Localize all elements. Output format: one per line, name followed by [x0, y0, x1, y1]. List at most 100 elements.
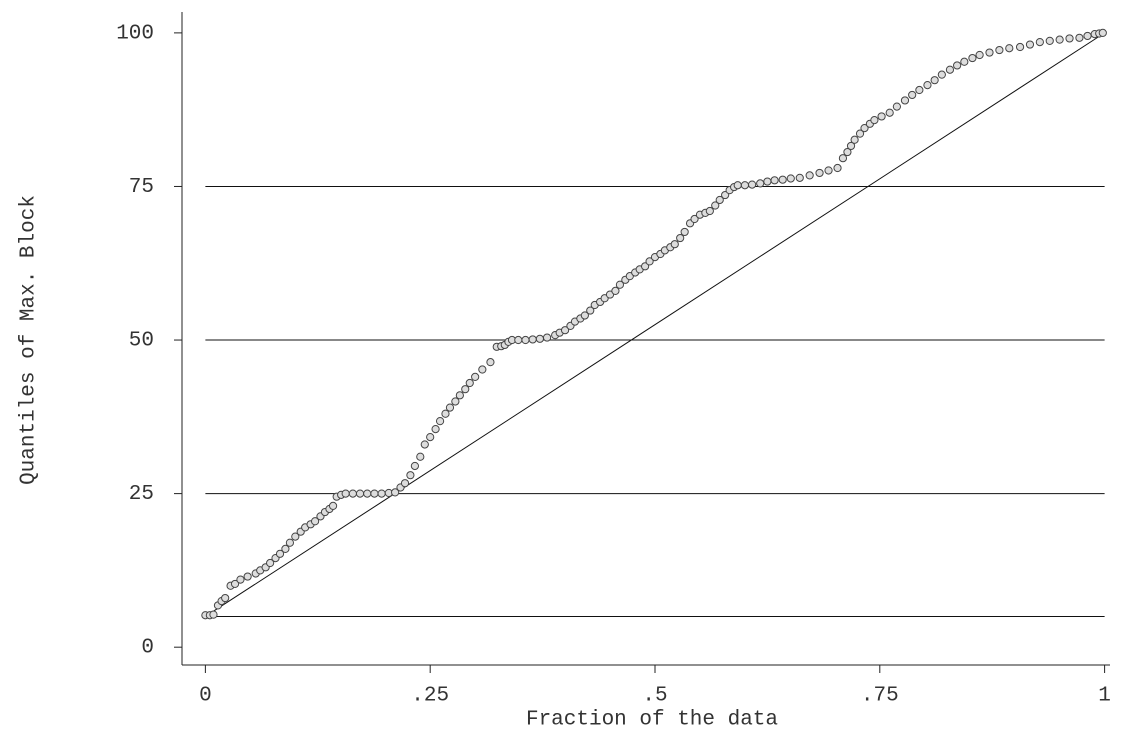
point [721, 190, 730, 200]
point [377, 489, 386, 498]
point [281, 544, 290, 553]
point [960, 57, 969, 66]
point [478, 365, 487, 374]
point [221, 593, 230, 603]
point [348, 489, 357, 498]
point [580, 311, 589, 320]
point [953, 61, 962, 70]
point [945, 65, 955, 74]
point [877, 112, 886, 121]
point [838, 154, 848, 163]
point [995, 45, 1004, 55]
point [748, 180, 757, 189]
point [471, 372, 480, 381]
x-axis-title: Fraction of the data [526, 709, 778, 732]
y-tick-label: 100 [116, 22, 154, 45]
point [892, 102, 901, 111]
point [870, 116, 879, 125]
x-tick-label: 0 [199, 685, 212, 708]
point [431, 425, 440, 434]
point [763, 177, 772, 186]
x-tick-label: .25 [411, 685, 449, 708]
point [451, 397, 460, 406]
point [740, 181, 750, 190]
point [805, 171, 814, 180]
point [586, 306, 595, 315]
point [391, 488, 400, 497]
point [355, 489, 365, 498]
point [815, 168, 824, 178]
point [291, 532, 300, 541]
point [560, 326, 570, 335]
point [985, 48, 994, 57]
point [900, 96, 910, 105]
point [363, 489, 372, 498]
point [645, 257, 654, 266]
point [341, 489, 350, 498]
point [930, 76, 939, 85]
point [1075, 33, 1084, 42]
point [824, 166, 833, 175]
point [1005, 44, 1014, 53]
point [1035, 38, 1044, 47]
point [1045, 36, 1054, 45]
point [445, 403, 455, 412]
x-tick-label: .5 [642, 685, 667, 708]
point [860, 124, 869, 133]
point [915, 85, 924, 95]
point [711, 201, 720, 210]
point [641, 262, 650, 271]
point [843, 147, 852, 157]
point [670, 240, 679, 249]
point [400, 479, 410, 488]
point [733, 181, 742, 190]
point [535, 334, 544, 343]
point [680, 227, 689, 237]
point [770, 176, 779, 185]
y-tick-label: 0 [141, 637, 154, 660]
point [528, 335, 537, 344]
point [521, 335, 530, 345]
y-axis-title: Quantiles of Max. Block [18, 195, 41, 485]
point [705, 206, 714, 216]
point [435, 417, 445, 426]
point [855, 129, 865, 138]
point [406, 471, 415, 480]
point [778, 175, 787, 184]
point [937, 70, 946, 79]
point [715, 195, 724, 205]
x-tick-label: 1 [1098, 685, 1111, 708]
point [426, 432, 435, 442]
point [243, 572, 252, 581]
point [885, 108, 894, 117]
point [795, 173, 804, 182]
y-tick-label: 25 [129, 483, 154, 506]
point [370, 489, 379, 498]
point [615, 280, 625, 289]
point [611, 286, 620, 295]
point [310, 517, 320, 526]
point [441, 409, 450, 418]
point [266, 558, 275, 568]
point [690, 214, 699, 224]
reference-diagonal [205, 32, 1105, 617]
point [275, 549, 285, 558]
point [465, 378, 474, 388]
point [1065, 34, 1074, 43]
point [410, 461, 419, 471]
point [786, 174, 795, 183]
point [756, 179, 765, 188]
point [328, 501, 338, 510]
point [676, 233, 685, 243]
point [209, 610, 218, 619]
point [455, 391, 464, 400]
point [1083, 31, 1092, 41]
x-tick-label: .75 [861, 685, 899, 708]
point [1098, 28, 1107, 37]
point [542, 333, 552, 342]
point [1055, 35, 1064, 44]
y-tick-label: 50 [129, 330, 154, 353]
point [230, 579, 240, 589]
point [416, 452, 425, 461]
